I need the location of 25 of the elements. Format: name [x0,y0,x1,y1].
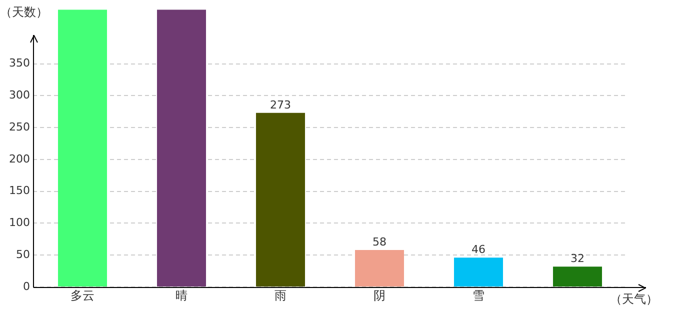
y-tick-label: 250 [9,120,30,134]
x-tick-label: 阴 [374,288,386,302]
x-axis-title: （天气） [610,292,658,306]
y-tick-label: 350 [9,56,30,70]
bar [58,10,108,286]
x-tick-label: 雪 [472,288,484,302]
data-label: 273 [270,98,291,112]
y-tick-label: 0 [23,280,30,293]
x-tick-label: 多云 [70,288,94,302]
y-axis-title: （天数） [0,5,48,20]
y-tick-label: 200 [9,152,30,166]
data-label: 46 [472,243,486,256]
bar [454,258,504,286]
bar [256,112,306,286]
x-tick-label: 雨 [274,288,286,302]
y-tick-label: 300 [9,88,30,102]
y-tick-label: 150 [9,184,30,198]
bar [355,250,404,286]
data-label: 58 [372,235,386,248]
y-tick-label: 100 [9,216,30,230]
y-tick-label: 50 [16,248,30,261]
bar [157,10,206,286]
x-tick-label: 晴 [176,288,188,302]
bar [552,266,602,286]
data-label: 32 [570,252,584,265]
